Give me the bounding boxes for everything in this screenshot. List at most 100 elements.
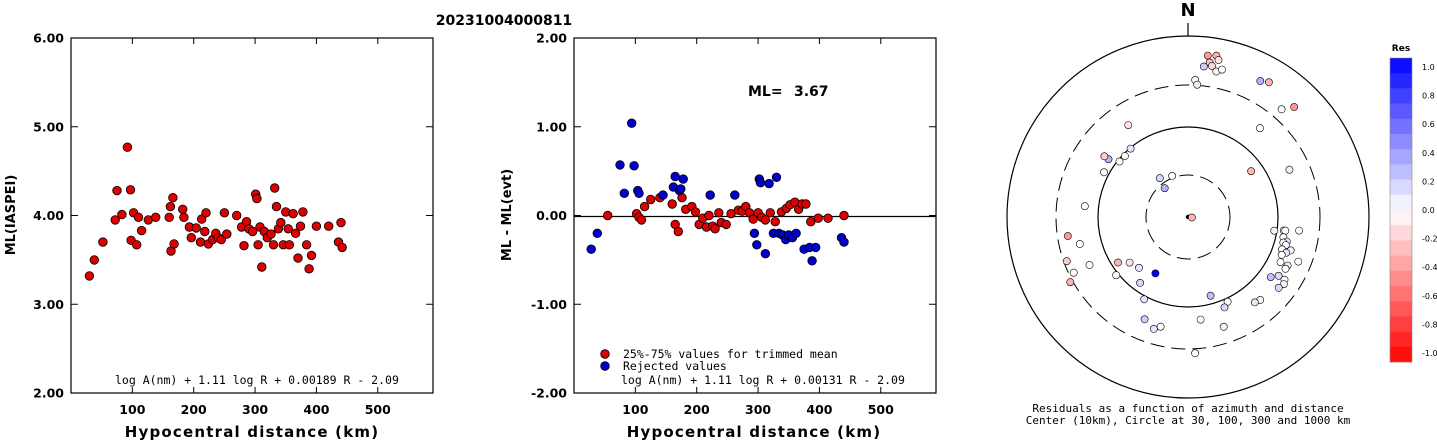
station-point (1274, 271, 1283, 280)
trimmed-point (721, 219, 731, 230)
data-point (270, 183, 280, 193)
station-point (1188, 213, 1196, 222)
colorbar-tick-label: 0.8 (1422, 92, 1435, 101)
trimmed-point (667, 199, 677, 209)
caption-line-2: Center (10km), Circle at 30, 100, 300 an… (1026, 414, 1351, 427)
data-point (98, 237, 108, 247)
data-point (290, 228, 301, 239)
data-point (164, 212, 174, 223)
colorbar-cell (1390, 346, 1412, 363)
x-tick-label: 100 (119, 402, 145, 417)
station-point (1063, 232, 1072, 240)
x-axis-label: Hypocentral distance (km) (627, 423, 882, 441)
trimmed-point (813, 213, 823, 223)
trimmed-point (839, 210, 849, 221)
station-point (1155, 174, 1164, 183)
y-tick-label: -2.00 (531, 386, 567, 401)
data-point (150, 212, 161, 223)
station-point (1100, 168, 1108, 177)
rejected-point (586, 244, 596, 254)
station-point (1125, 258, 1134, 267)
rejected-point (705, 190, 715, 200)
data-point (337, 242, 347, 253)
colorbar-cell (1390, 270, 1412, 287)
rejected-point (676, 184, 686, 194)
station-point (1168, 171, 1177, 180)
legend-label-rejected: Rejected values (623, 359, 727, 373)
ml-value: 3.67 (794, 84, 829, 100)
colorbar-cell (1390, 103, 1412, 120)
rejected-point (791, 228, 801, 239)
station-point (1085, 261, 1094, 269)
colorbar-cell (1390, 134, 1412, 150)
station-point (1265, 78, 1273, 87)
trimmed-point (673, 226, 684, 237)
y-tick-label: 6.00 (33, 31, 64, 46)
data-point (112, 185, 122, 196)
x-tick-label: 200 (684, 402, 710, 417)
station-point (1206, 291, 1215, 300)
colorbar-cell (1390, 88, 1412, 104)
data-point (168, 192, 178, 203)
data-point (169, 239, 179, 249)
ring-30km (1145, 174, 1231, 260)
station-point (1066, 278, 1075, 287)
station-point (1256, 124, 1264, 133)
rejected-point (634, 188, 644, 199)
data-point (276, 217, 286, 228)
data-point (125, 185, 136, 195)
x-tick-label: 300 (745, 402, 771, 417)
trimmed-point (714, 208, 724, 218)
data-point (324, 221, 334, 231)
data-point (117, 209, 127, 220)
station-point (1112, 271, 1121, 280)
data-point (110, 215, 120, 225)
data-point (311, 221, 322, 231)
colorbar-cell (1390, 240, 1412, 256)
colorbar-tick-label: 1.0 (1422, 63, 1435, 72)
station-point (1277, 105, 1286, 114)
station-point (1114, 258, 1122, 267)
data-point (257, 262, 267, 272)
station-point (1290, 103, 1299, 111)
station-point (1196, 315, 1205, 324)
y-tick-label: -1.00 (531, 297, 567, 312)
rejected-point (730, 190, 740, 200)
trimmed-point (603, 210, 613, 221)
station-point (1191, 349, 1199, 358)
colorbar-tick-label: 0.0 (1422, 206, 1435, 215)
colorbar-cell (1390, 73, 1412, 89)
data-point (268, 240, 279, 250)
data-point (295, 221, 306, 231)
formula: log A(nm) + 1.11 log R + 0.00189 R - 2.0… (115, 373, 399, 387)
station-point (1203, 51, 1212, 60)
data-point (186, 232, 197, 243)
station-point (1100, 152, 1109, 161)
trimmed-point (636, 215, 647, 225)
station-point (1062, 257, 1071, 266)
data-point (89, 255, 100, 265)
station-point (1124, 121, 1133, 129)
figure-title: 20231004000811 (436, 13, 572, 29)
legend-marker-rejected (600, 361, 610, 371)
trimmed-point (690, 207, 701, 217)
station-point (1069, 268, 1078, 277)
colorbar: Res 1.0 0.8 0.6 0.4 0.2 0.0 -0.2 -0.4 -0.6 -0.8 -1… (1389, 44, 1437, 363)
station-point (1281, 264, 1290, 273)
data-point (231, 210, 242, 221)
data-point (122, 142, 133, 152)
rejected-point (752, 240, 762, 250)
station-point (1140, 315, 1149, 324)
colorbar-cell (1390, 331, 1412, 348)
rejected-point (592, 228, 603, 239)
colorbar-cell (1390, 286, 1412, 302)
station-point (1247, 167, 1255, 176)
station-point (1250, 298, 1259, 307)
data-point (304, 264, 314, 274)
y-tick-label: 5.00 (33, 119, 64, 134)
trimmed-point (765, 208, 776, 218)
station-point (1294, 257, 1303, 266)
station-point (1121, 152, 1129, 160)
formula: log A(nm) + 1.11 log R + 0.00131 R - 2.0… (621, 373, 905, 387)
data-point (239, 240, 249, 251)
